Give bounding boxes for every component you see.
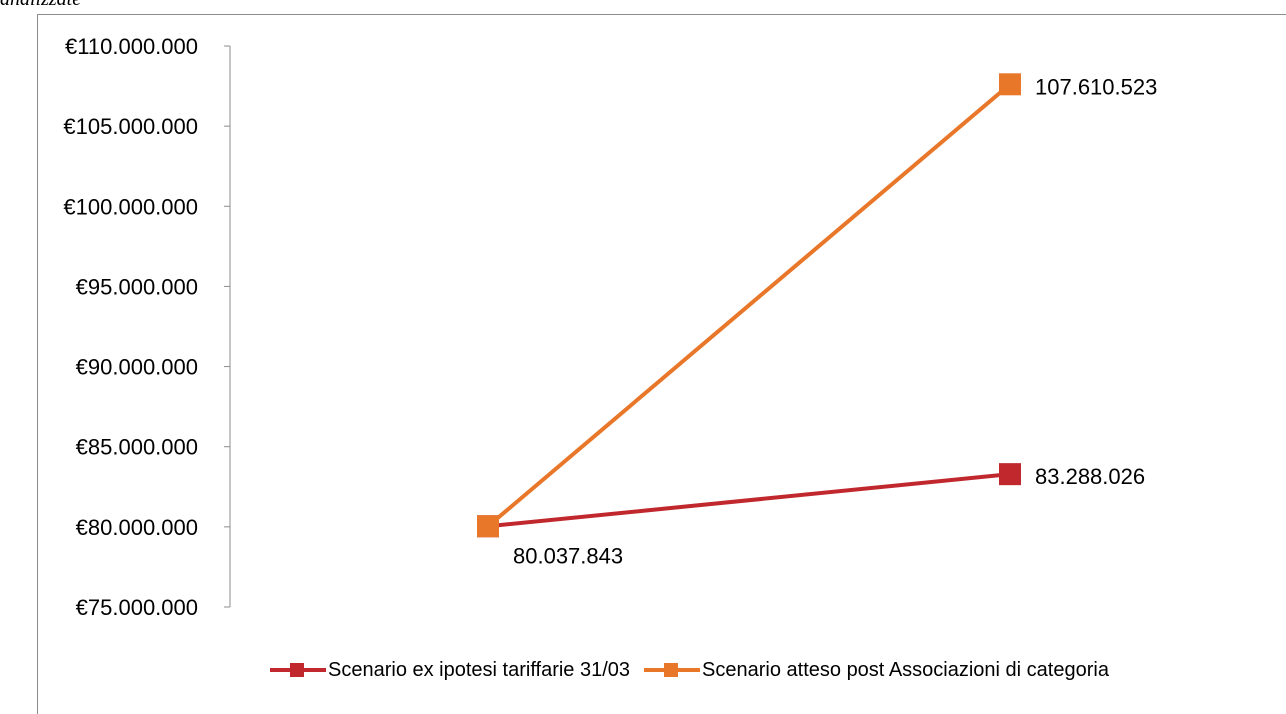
legend-swatch-series-1 (270, 658, 326, 682)
caption-text: analizzate (0, 0, 81, 11)
legend-label-series-2: Scenario atteso post Associazioni di cat… (702, 658, 1109, 681)
data-point-marker (999, 463, 1021, 486)
y-tick-label: €75.000.000 (76, 595, 198, 620)
data-label: 107.610.523 (1035, 74, 1157, 99)
legend-item-series-2: Scenario atteso post Associazioni di cat… (644, 658, 1109, 682)
chart-legend: Scenario ex ipotesi tariffarie 31/03 Sce… (270, 658, 1109, 682)
legend-label-series-1: Scenario ex ipotesi tariffarie 31/03 (328, 658, 631, 681)
y-tick-label: €95.000.000 (76, 274, 198, 299)
y-tick-label: €80.000.000 (76, 515, 198, 540)
legend-swatch-series-2 (644, 658, 701, 682)
y-tick-label: €105.000.000 (63, 114, 198, 139)
y-tick-label: €90.000.000 (76, 355, 198, 380)
data-label: 80.037.843 (513, 543, 623, 568)
series-line-1 (487, 472, 1011, 529)
y-tick-label: €110.000.000 (65, 34, 198, 59)
data-point-marker (999, 73, 1021, 96)
chart-frame (37, 14, 1286, 714)
series-line-2 (486, 82, 1012, 528)
legend-item-series-1: Scenario ex ipotesi tariffarie 31/03 (270, 658, 630, 682)
data-point-marker (477, 515, 499, 538)
y-tick-label: €85.000.000 (76, 435, 198, 460)
data-label: 83.288.026 (1035, 464, 1145, 489)
y-tick-label: €100.000.000 (63, 194, 198, 219)
